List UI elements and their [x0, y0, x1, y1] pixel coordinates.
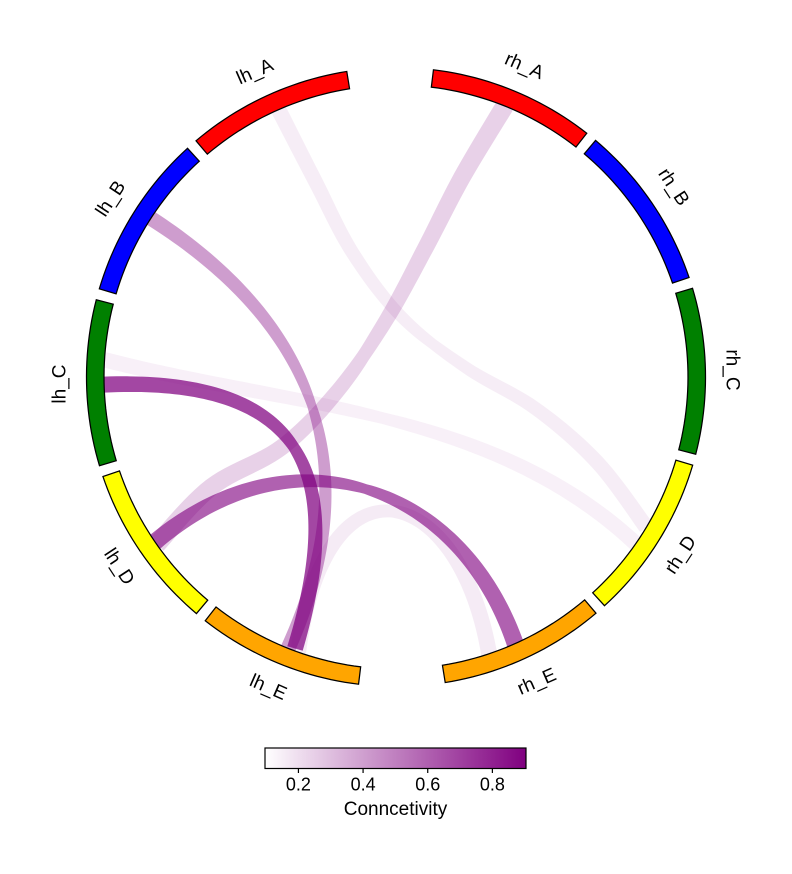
- svg-text:0.2: 0.2: [286, 775, 311, 795]
- svg-text:0.6: 0.6: [415, 775, 440, 795]
- svg-text:0.4: 0.4: [351, 775, 376, 795]
- svg-text:rh_C: rh_C: [721, 349, 742, 390]
- svg-text:Conncetivity: Conncetivity: [344, 799, 448, 820]
- svg-text:0.8: 0.8: [480, 775, 505, 795]
- svg-text:lh_C: lh_C: [50, 365, 71, 404]
